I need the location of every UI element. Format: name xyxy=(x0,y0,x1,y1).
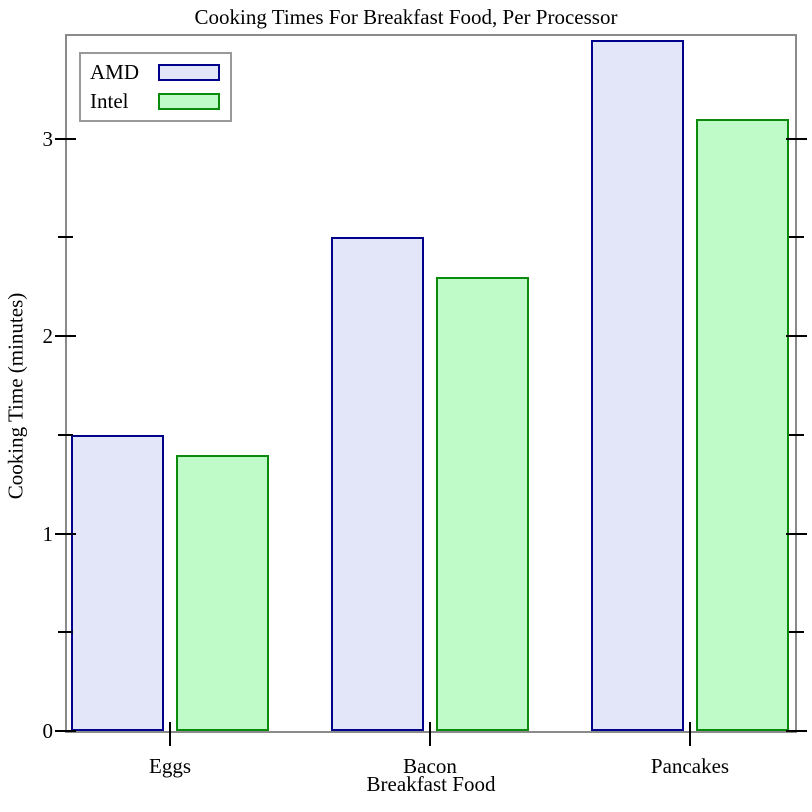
legend-label-intel: Intel xyxy=(90,89,129,113)
y-tick-label-1: 1 xyxy=(42,522,54,546)
x-tick-eggs xyxy=(169,722,171,746)
y-minor-tick-right-2.5 xyxy=(789,236,804,238)
bar-amd-eggs xyxy=(71,435,164,731)
y-minor-tick-right-1.5 xyxy=(789,434,804,436)
chart-title: Cooking Times For Breakfast Food, Per Pr… xyxy=(194,5,618,29)
y-tick-label-3: 3 xyxy=(42,127,54,151)
y-tick-right-2 xyxy=(786,335,807,337)
bar-amd-bacon xyxy=(331,237,424,731)
legend-swatch-intel-icon xyxy=(158,92,220,110)
y-tick-right-1 xyxy=(786,533,807,535)
y-tick-right-0 xyxy=(786,730,807,732)
legend-label-amd: AMD xyxy=(90,60,140,84)
y-tick-right-3 xyxy=(786,138,807,140)
x-tick-label-bacon: Bacon xyxy=(403,754,457,778)
y-minor-tick-left-0.5 xyxy=(58,631,73,633)
y-minor-tick-left-2.5 xyxy=(58,236,73,238)
bar-intel-eggs xyxy=(176,455,269,731)
x-tick-pancakes xyxy=(689,722,691,746)
bar-amd-pancakes xyxy=(591,40,684,731)
bar-intel-bacon xyxy=(436,277,529,731)
legend-row-amd: AMD xyxy=(90,61,220,83)
y-axis-label: Cooking Time (minutes) xyxy=(3,292,28,500)
x-tick-label-pancakes: Pancakes xyxy=(650,754,730,778)
y-tick-left-2 xyxy=(55,335,76,337)
legend-row-intel: Intel xyxy=(90,90,220,112)
y-minor-tick-right-0.5 xyxy=(789,631,804,633)
x-tick-bacon xyxy=(429,722,431,746)
x-axis-label: Breakfast Food xyxy=(366,772,496,796)
y-tick-label-2: 2 xyxy=(42,324,54,348)
x-tick-label-eggs: Eggs xyxy=(149,754,191,778)
y-tick-label-0: 0 xyxy=(42,719,54,743)
legend: AMD Intel xyxy=(79,52,232,122)
bar-intel-pancakes xyxy=(696,119,789,731)
y-tick-left-3 xyxy=(55,138,76,140)
legend-swatch-amd-icon xyxy=(158,63,220,81)
y-minor-tick-left-1.5 xyxy=(58,434,73,436)
y-tick-left-1 xyxy=(55,533,76,535)
y-tick-left-0 xyxy=(55,730,76,732)
plot-area: AMD Intel Eggs Bacon Pancakes 0 1 2 3 xyxy=(43,34,807,778)
